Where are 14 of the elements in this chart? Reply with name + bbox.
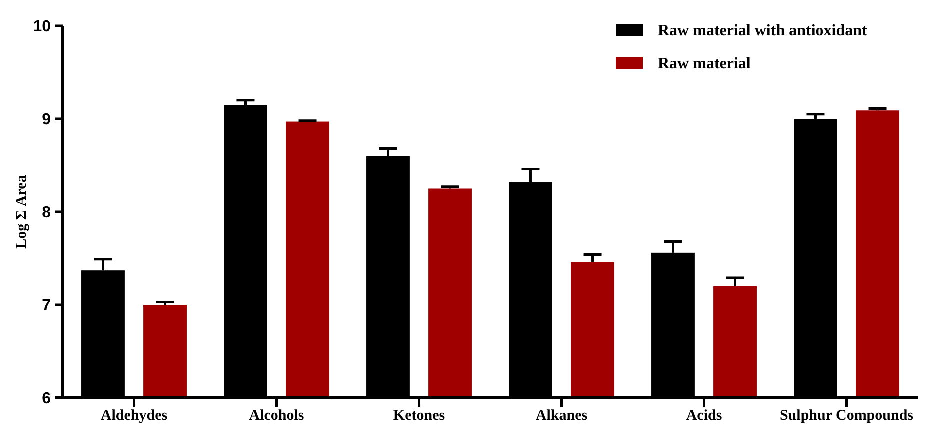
y-tick-label: 10 <box>33 18 52 36</box>
x-tick-label: Ketones <box>393 408 446 424</box>
x-tick-label: Acids <box>686 408 722 424</box>
y-tick-label: 7 <box>42 298 52 315</box>
legend-label: Raw material <box>658 56 752 73</box>
x-tick-label: Aldehydes <box>100 408 168 424</box>
legend-label: Raw material with antioxidant <box>658 22 868 40</box>
y-tick-label: 9 <box>42 112 52 129</box>
y-axis-title: Log Σ Area <box>14 174 30 249</box>
y-tick-label: 8 <box>42 204 52 222</box>
x-tick-label: Sulphur Compounds <box>780 408 914 424</box>
x-tick-label: Alkanes <box>536 408 588 424</box>
y-tick-label: 6 <box>42 390 52 408</box>
x-tick-label: Alcohols <box>249 408 304 424</box>
